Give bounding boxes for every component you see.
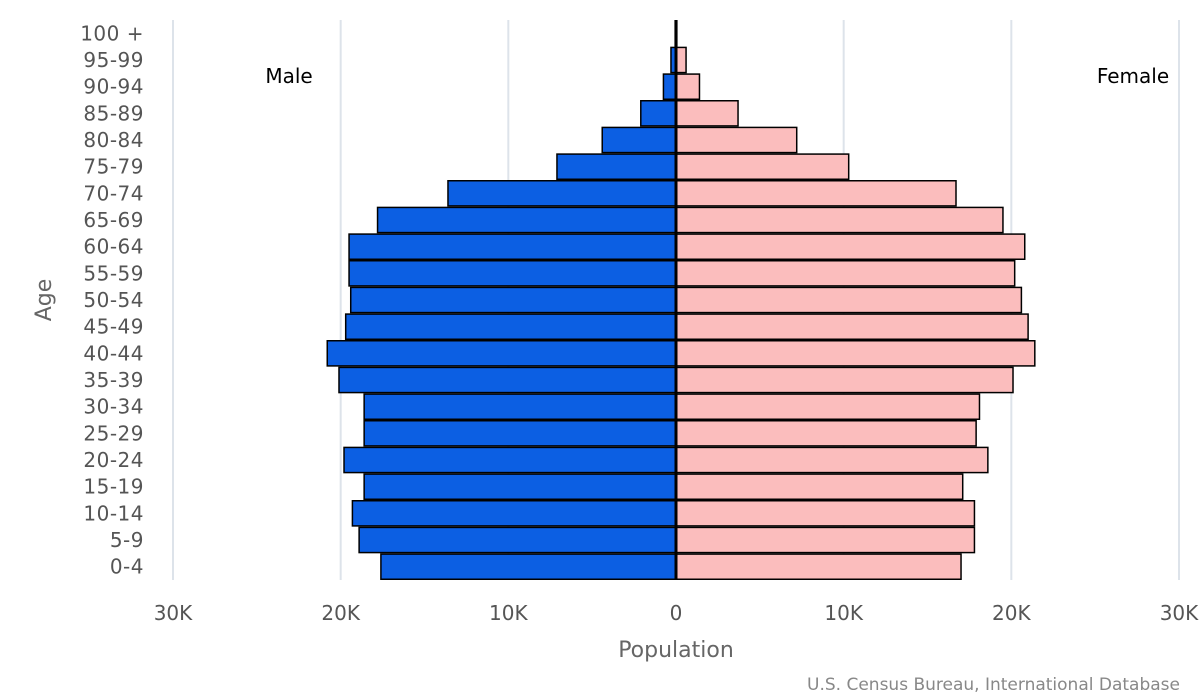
bars: [326, 20, 1036, 580]
bar-male-55-59: [348, 260, 677, 287]
x-tick-label: 10K: [489, 601, 528, 625]
bar-male-80-84: [601, 126, 677, 154]
bar-female-85-89: [675, 100, 739, 127]
bar-female-65-69: [675, 206, 1004, 234]
bar-male-65-69: [376, 206, 677, 234]
x-tick-label: 30K: [154, 601, 193, 625]
bar-male-45-49: [344, 313, 677, 341]
male-label: Male: [265, 64, 312, 88]
bar-female-70-74: [675, 180, 957, 207]
bar-male-70-74: [447, 180, 677, 207]
bar-male-90-94: [662, 73, 677, 101]
y-tick-label: 30-34: [83, 395, 144, 419]
y-tick-label: 55-59: [83, 261, 144, 285]
x-tick-label: 20K: [992, 601, 1031, 625]
y-tick-label: 40-44: [83, 341, 144, 365]
bar-female-95-99: [675, 46, 687, 74]
bar-female-75-79: [675, 153, 850, 180]
x-tick-label: 30K: [1160, 601, 1199, 625]
x-axis-title: Population: [618, 638, 734, 663]
y-tick-label: 50-54: [83, 288, 144, 312]
bar-male-50-54: [349, 286, 677, 314]
y-tick-label: 35-39: [83, 368, 144, 392]
bar-female-45-49: [675, 313, 1029, 341]
y-tick-label: 60-64: [83, 235, 144, 259]
source-credit: U.S. Census Bureau, International Databa…: [807, 675, 1180, 695]
bar-female-60-64: [675, 233, 1026, 260]
female-label: Female: [1097, 64, 1169, 88]
bar-female-55-59: [675, 260, 1016, 287]
bar-female-20-24: [675, 446, 989, 474]
y-tick-label: 15-19: [83, 475, 144, 499]
bar-male-10-14: [351, 500, 677, 527]
bar-male-20-24: [343, 446, 677, 474]
y-tick-label: 90-94: [83, 75, 144, 99]
bar-female-90-94: [675, 73, 701, 101]
bar-male-35-39: [338, 366, 677, 394]
bar-male-75-79: [556, 153, 677, 180]
bar-female-50-54: [675, 286, 1023, 314]
bar-female-15-19: [675, 473, 964, 501]
bar-female-30-34: [675, 393, 981, 421]
bar-male-0-4: [380, 553, 677, 580]
y-tick-label: 95-99: [83, 48, 144, 72]
bar-female-40-44: [675, 340, 1036, 367]
bar-female-10-14: [675, 500, 976, 527]
y-tick-label: 10-14: [83, 501, 144, 525]
bar-female-0-4: [675, 553, 962, 580]
y-tick-label: 100 +: [80, 21, 144, 45]
x-tick-label: 20K: [321, 601, 360, 625]
bar-male-40-44: [326, 340, 677, 367]
bar-male-5-9: [358, 526, 677, 554]
y-tick-label: 65-69: [83, 208, 144, 232]
y-axis-title: Age: [32, 279, 57, 322]
y-tick-label: 75-79: [83, 155, 144, 179]
bar-male-30-34: [363, 393, 677, 421]
bar-male-25-29: [363, 420, 677, 447]
x-tick-label: 0: [670, 601, 683, 625]
y-tick-label: 80-84: [83, 128, 144, 152]
y-tick-label: 45-49: [83, 315, 144, 339]
bar-male-60-64: [348, 233, 677, 260]
y-tick-label: 5-9: [110, 528, 144, 552]
y-tick-label: 25-29: [83, 421, 144, 445]
x-tick-labels: 30K 20K 10K 0 10K 20K 30K: [154, 601, 1199, 625]
y-tick-label: 20-24: [83, 448, 144, 472]
y-tick-label: 0-4: [110, 555, 144, 579]
y-tick-label: 70-74: [83, 181, 144, 205]
bar-male-15-19: [363, 473, 677, 501]
bar-female-35-39: [675, 366, 1014, 394]
x-tick-label: 10K: [824, 601, 863, 625]
bar-female-25-29: [675, 420, 977, 447]
y-tick-label: 85-89: [83, 101, 144, 125]
bar-female-5-9: [675, 526, 976, 554]
bar-female-80-84: [675, 126, 798, 154]
bar-male-85-89: [640, 100, 677, 127]
